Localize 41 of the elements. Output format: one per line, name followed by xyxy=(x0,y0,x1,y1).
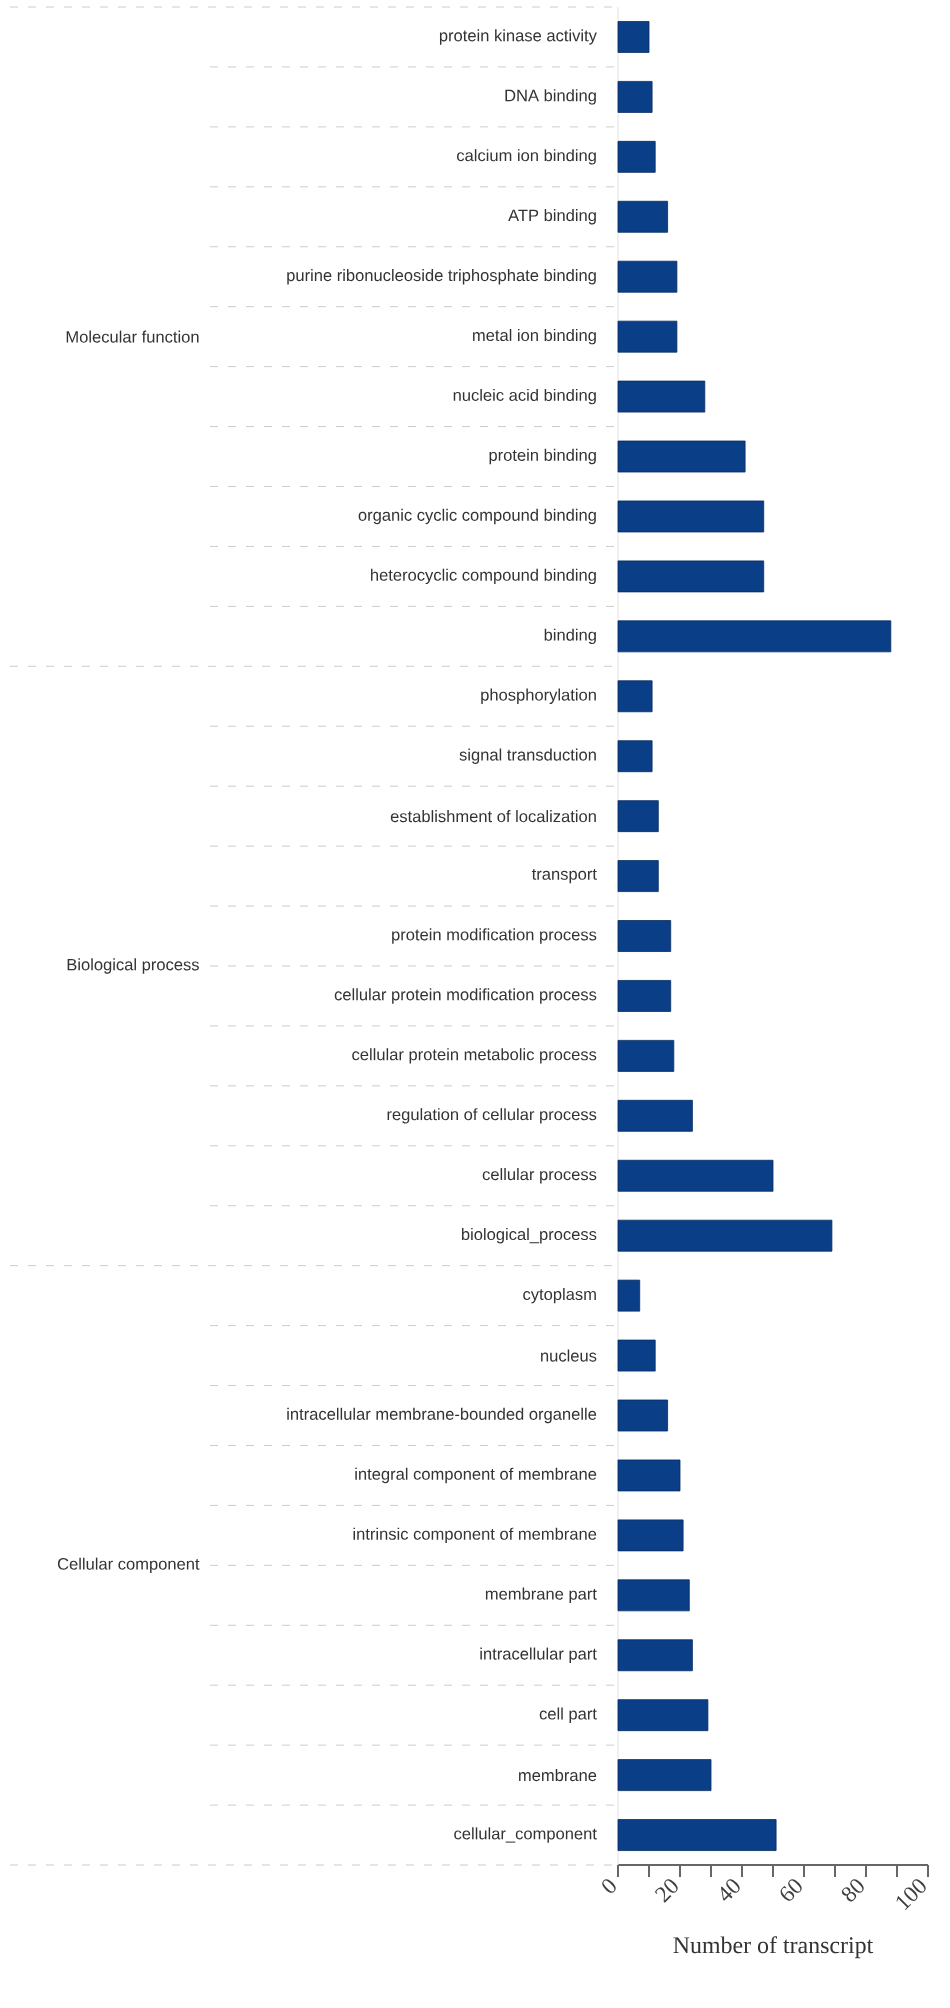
y-tick-label: protein kinase activity xyxy=(439,29,597,45)
y-tick-label: purine ribonucleoside triphosphate binding xyxy=(287,269,596,285)
y-tick-label: biological_process xyxy=(461,1228,597,1244)
y-tick-label: cellular protein metabolic process xyxy=(352,1048,597,1064)
y-tick-label: ATP binding xyxy=(508,209,596,225)
y-tick-label: protein modification process xyxy=(392,928,597,944)
y-tick-label: heterocyclic compound binding xyxy=(371,568,596,585)
x-tick-label: 100 xyxy=(896,1879,926,1911)
x-tick-label: 40 xyxy=(720,1879,740,1901)
y-tick-label: nucleic acid binding xyxy=(453,388,596,405)
y-tick-label: metal ion binding xyxy=(473,328,596,345)
x-tick-label: 80 xyxy=(841,1879,864,1902)
y-tick-label: intracellular membrane-bounded organelle xyxy=(287,1407,597,1424)
y-tick-label: signal transduction xyxy=(459,748,596,764)
text: Molecular function xyxy=(66,330,199,343)
y-tick-label: intrinsic component of membrane xyxy=(353,1527,597,1544)
text: Biological process xyxy=(67,958,199,974)
y-tick-label: transport xyxy=(531,869,597,884)
y-tick-label: integral component of membrane xyxy=(355,1467,597,1484)
y-tick-label: DNA binding xyxy=(505,89,596,105)
y-tick-label: calcium ion binding xyxy=(456,149,596,165)
y-tick-label: binding xyxy=(544,628,596,645)
y-tick-label: cytoplasm xyxy=(523,1287,596,1304)
x-tick-label: 20 xyxy=(654,1879,678,1903)
y-tick-label: organic cyclic compound binding xyxy=(358,508,596,525)
text: Cellular component xyxy=(57,1557,200,1574)
y-tick-label: membrane part xyxy=(485,1587,597,1604)
x-tick-label: 0 xyxy=(602,1879,616,1893)
y-tick-label: phosphorylation xyxy=(481,688,596,704)
y-tick-label: cellular process xyxy=(482,1168,597,1184)
y-tick-label: establishment of localization xyxy=(390,810,596,823)
y-tick-label: intracellular part xyxy=(480,1647,597,1663)
y-tick-label: cellular_component xyxy=(454,1827,597,1843)
y-tick-label: cellular protein modification process xyxy=(334,988,597,1004)
y-tick-label: membrane xyxy=(519,1769,597,1782)
y-tick-label: protein binding xyxy=(489,448,596,465)
x-tick-label: 60 xyxy=(780,1879,802,1901)
y-tick-label: regulation of cellular process xyxy=(387,1108,597,1124)
x-axis-title: Number of transcript xyxy=(673,1936,874,1959)
y-tick-label: cell part xyxy=(539,1707,597,1723)
y-tick-label: nucleus xyxy=(541,1349,597,1362)
